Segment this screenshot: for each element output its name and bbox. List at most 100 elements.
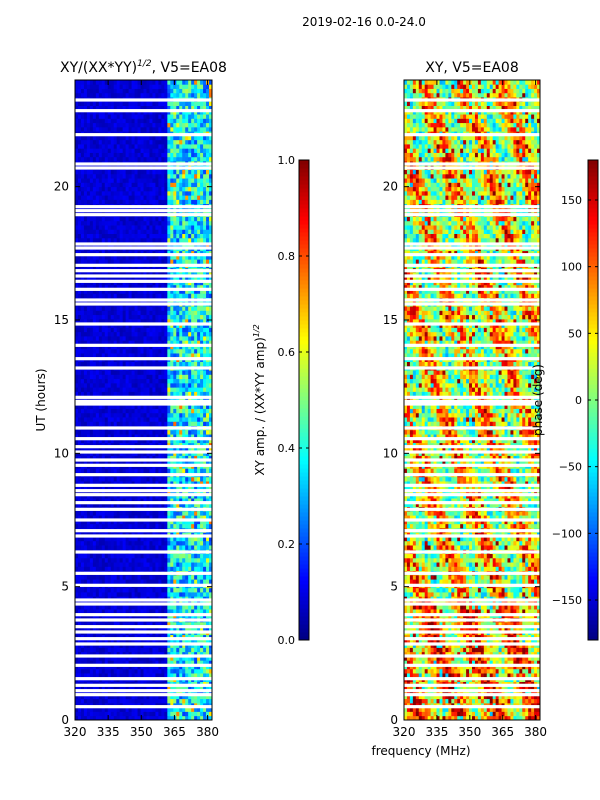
heatmap-cell	[164, 673, 168, 678]
heatmap-cell	[158, 592, 162, 597]
heatmap-cell	[170, 259, 174, 264]
heatmap-cell	[176, 711, 180, 717]
heatmap-cell	[200, 387, 204, 392]
heatmap-cell	[146, 438, 150, 444]
heatmap-cell	[158, 331, 162, 337]
heatmap-cell	[209, 387, 213, 392]
heatmap-cell	[167, 272, 171, 277]
heatmap-cell	[86, 378, 91, 384]
heatmap-cell	[203, 468, 207, 473]
heatmap-cell	[80, 634, 85, 640]
heatmap-cell	[128, 306, 132, 311]
heatmap-cell	[188, 421, 192, 426]
heatmap-cell	[92, 707, 97, 712]
heatmap-cell	[173, 370, 177, 375]
heatmap-cell	[179, 442, 183, 448]
heatmap-cell	[116, 476, 121, 482]
heatmap-cell	[98, 574, 103, 580]
heatmap-cell	[101, 374, 106, 380]
heatmap-cell	[185, 656, 189, 661]
heatmap-cell	[77, 519, 82, 525]
heatmap-cell	[107, 673, 112, 678]
heatmap-cell	[98, 498, 103, 503]
heatmap-cell	[182, 536, 186, 542]
heatmap-cell	[110, 609, 115, 614]
heatmap-cell	[146, 459, 150, 465]
heatmap-cell	[164, 310, 168, 316]
heatmap-cell	[86, 515, 91, 520]
heatmap-cell	[104, 566, 109, 572]
heatmap-cell	[146, 690, 150, 695]
heatmap-cell	[158, 468, 162, 473]
heatmap-cell	[95, 459, 100, 465]
heatmap-cell	[152, 318, 156, 324]
heatmap-cell	[122, 638, 127, 644]
heatmap-cell	[110, 284, 115, 290]
heatmap-cell	[110, 314, 115, 320]
heatmap-cell	[92, 348, 97, 354]
heatmap-cell	[137, 481, 141, 486]
heatmap-cell	[83, 694, 88, 700]
heatmap-cell	[119, 638, 124, 644]
heatmap-cell	[191, 421, 195, 426]
heatmap-cell	[161, 370, 165, 375]
heatmap-cell	[143, 318, 147, 324]
heatmap-cell	[143, 429, 147, 435]
heatmap-cell	[83, 327, 88, 333]
heatmap-cell	[203, 340, 207, 345]
heatmap-cell	[101, 408, 106, 414]
heatmap-cell	[131, 498, 135, 503]
heatmap-cell	[143, 694, 147, 700]
heatmap-cell	[164, 378, 168, 384]
heatmap-cell	[146, 587, 150, 593]
heatmap-cell	[131, 318, 135, 324]
heatmap-cell	[146, 254, 150, 260]
heatmap-cell	[143, 293, 147, 298]
heatmap-cell	[176, 690, 180, 695]
heatmap-cell	[80, 523, 85, 529]
heatmap-cell	[161, 634, 165, 640]
heatmap-cell	[173, 284, 177, 290]
heatmap-cell	[170, 429, 174, 435]
heatmap-cell	[77, 455, 82, 461]
heatmap-cell	[155, 455, 159, 461]
heatmap-cell	[80, 408, 85, 414]
heatmap-cell	[92, 592, 97, 597]
heatmap-cell	[131, 314, 135, 320]
heatmap-cell	[113, 609, 118, 614]
heatmap-cell	[203, 545, 207, 550]
heatmap-cell	[107, 485, 112, 490]
heatmap-cell	[197, 429, 201, 435]
heatmap-cell	[197, 353, 201, 358]
heatmap-cell	[164, 638, 168, 644]
heatmap-cell	[206, 634, 210, 640]
heatmap-cell	[95, 272, 100, 277]
heatmap-cell	[194, 421, 198, 426]
heatmap-cell	[158, 638, 162, 644]
heatmap-cell	[191, 502, 195, 508]
heatmap-cell	[113, 404, 118, 409]
heatmap-cell	[143, 421, 147, 426]
heatmap-cell	[164, 374, 168, 380]
heatmap-cell	[170, 685, 174, 691]
heatmap-cell	[125, 660, 130, 665]
heatmap-cell	[95, 310, 100, 316]
heatmap-cell	[86, 370, 91, 375]
heatmap-cell	[158, 647, 162, 653]
heatmap-cell	[89, 289, 94, 294]
heatmap-cell	[125, 378, 130, 384]
heatmap-cell	[140, 306, 144, 311]
heatmap-cell	[137, 592, 141, 597]
heatmap-cell	[140, 404, 144, 409]
heatmap-cell	[191, 562, 195, 567]
heatmap-cell	[209, 284, 213, 290]
heatmap-cell	[128, 442, 132, 448]
heatmap-cell	[77, 707, 82, 712]
heatmap-cell	[80, 519, 85, 525]
heatmap-cell	[146, 660, 150, 665]
heatmap-cell	[128, 557, 132, 563]
heatmap-cell	[92, 455, 97, 461]
heatmap-cell	[128, 481, 132, 486]
heatmap-cell	[197, 609, 201, 614]
heatmap-cell	[134, 382, 138, 388]
